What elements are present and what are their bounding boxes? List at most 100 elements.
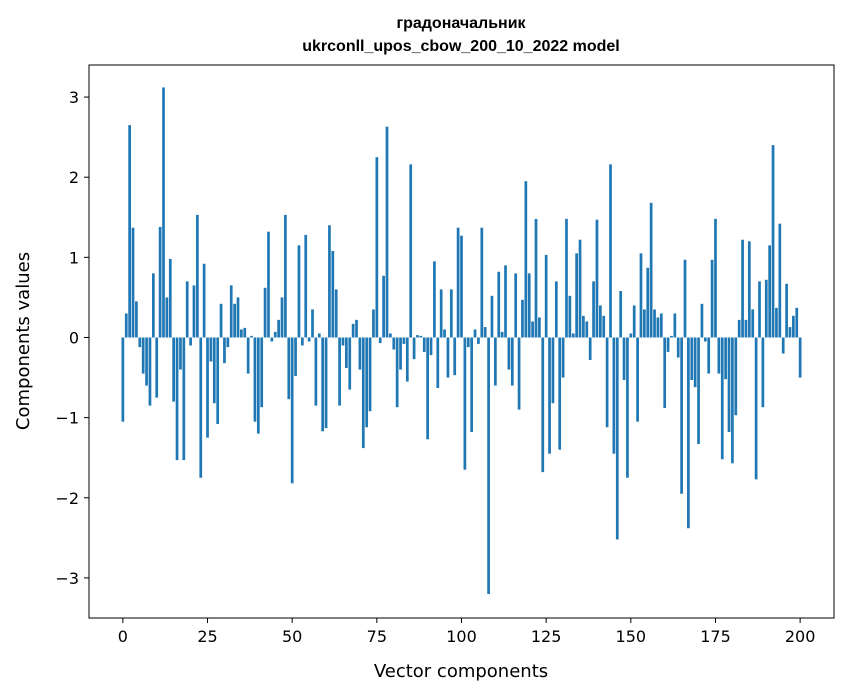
- bar-component-67: [348, 337, 352, 390]
- bar-component-179: [727, 337, 731, 433]
- x-tick-label-75: 75: [367, 627, 387, 646]
- bar-component-72: [365, 337, 369, 428]
- bar-component-57: [314, 337, 318, 406]
- bar-component-140: [595, 219, 599, 338]
- bar-component-29: [219, 303, 223, 338]
- x-tick-label-200: 200: [785, 627, 816, 646]
- bar-component-150: [629, 333, 633, 338]
- bar-component-118: [521, 299, 524, 338]
- bar-component-88: [419, 335, 423, 338]
- bar-component-129: [558, 337, 562, 450]
- bar-component-177: [720, 337, 724, 460]
- bar-component-10: [155, 337, 159, 398]
- bar-component-190: [764, 279, 768, 338]
- bar-component-166: [683, 259, 687, 338]
- x-tick-label-125: 125: [531, 627, 562, 646]
- bar-component-187: [754, 337, 758, 480]
- bar-component-185: [747, 241, 751, 338]
- bar-component-92: [433, 261, 436, 338]
- bar-component-144: [609, 164, 612, 338]
- bar-component-81: [395, 337, 399, 408]
- bar-component-93: [436, 337, 440, 388]
- bar-component-113: [504, 265, 507, 338]
- bar-component-43: [267, 231, 270, 338]
- bar-component-109: [490, 295, 494, 338]
- bar-component-18: [182, 337, 186, 461]
- bar-component-162: [670, 335, 673, 338]
- bar-component-38: [250, 335, 253, 338]
- x-tick-label-50: 50: [282, 627, 302, 646]
- bar-component-121: [531, 321, 534, 338]
- bar-component-12: [162, 87, 165, 338]
- y-tick-label--1: −1: [55, 409, 79, 428]
- bar-component-145: [612, 337, 616, 454]
- bar-component-20: [189, 337, 192, 346]
- bar-component-7: [145, 337, 148, 386]
- bar-component-23: [199, 337, 203, 478]
- bar-component-21: [192, 285, 196, 338]
- bar-component-42: [263, 287, 267, 338]
- x-tick-label-100: 100: [446, 627, 477, 646]
- bar-component-11: [158, 226, 162, 338]
- bar-component-116: [514, 273, 518, 338]
- bar-component-83: [402, 337, 406, 344]
- bar-component-124: [541, 337, 545, 473]
- x-tick-label-25: 25: [197, 627, 217, 646]
- bar-component-192: [771, 145, 775, 338]
- bar-component-191: [768, 245, 772, 338]
- bar-component-9: [151, 273, 155, 338]
- bar-component-114: [507, 337, 511, 370]
- bar-component-66: [345, 337, 348, 368]
- bar-component-130: [561, 337, 565, 378]
- bars-group: [121, 87, 802, 594]
- bar-component-31: [226, 337, 230, 348]
- bar-component-172: [703, 337, 707, 342]
- y-tick-label-2: 2: [69, 168, 79, 187]
- bar-component-176: [717, 337, 721, 374]
- bar-component-200: [798, 337, 802, 378]
- bar-component-107: [483, 327, 487, 338]
- bar-component-63: [334, 289, 338, 338]
- y-axis-label: Components values: [13, 252, 34, 430]
- bar-component-152: [636, 337, 639, 422]
- bar-component-48: [284, 214, 287, 338]
- bar-component-95: [443, 329, 446, 338]
- bar-component-164: [676, 337, 680, 358]
- bar-component-74: [372, 309, 375, 338]
- bar-component-5: [138, 337, 142, 348]
- bar-component-99: [456, 227, 460, 338]
- bar-component-170: [697, 337, 700, 445]
- bar-component-100: [460, 235, 463, 338]
- bar-component-19: [185, 281, 189, 338]
- bar-component-151: [632, 305, 636, 338]
- bar-component-17: [179, 337, 182, 370]
- bar-component-1: [124, 313, 128, 338]
- bar-component-175: [714, 218, 717, 338]
- bar-component-51: [294, 337, 297, 376]
- bar-component-120: [527, 273, 531, 338]
- bar-component-37: [246, 337, 250, 374]
- bar-component-70: [358, 337, 362, 370]
- bar-component-165: [680, 337, 683, 494]
- bar-component-85: [409, 164, 413, 338]
- bar-component-117: [517, 337, 521, 410]
- bar-component-105: [477, 337, 480, 344]
- bar-component-157: [653, 309, 656, 338]
- bar-component-75: [375, 157, 379, 338]
- bar-component-196: [785, 283, 788, 338]
- bar-component-41: [260, 337, 264, 408]
- bar-component-110: [494, 337, 497, 386]
- bar-component-132: [568, 295, 572, 338]
- bar-component-161: [666, 337, 670, 352]
- bar-component-77: [382, 275, 385, 338]
- bar-component-184: [744, 319, 748, 338]
- bar-component-188: [758, 281, 761, 338]
- bar-component-82: [399, 337, 402, 370]
- bar-component-126: [548, 337, 551, 454]
- bar-component-198: [792, 315, 795, 338]
- bar-component-111: [497, 271, 501, 338]
- x-ticks-group: 0 25 50 75 100 125 150 175 200: [118, 618, 816, 646]
- bar-component-94: [439, 289, 443, 338]
- bar-component-46: [277, 319, 280, 338]
- bar-component-155: [646, 267, 650, 338]
